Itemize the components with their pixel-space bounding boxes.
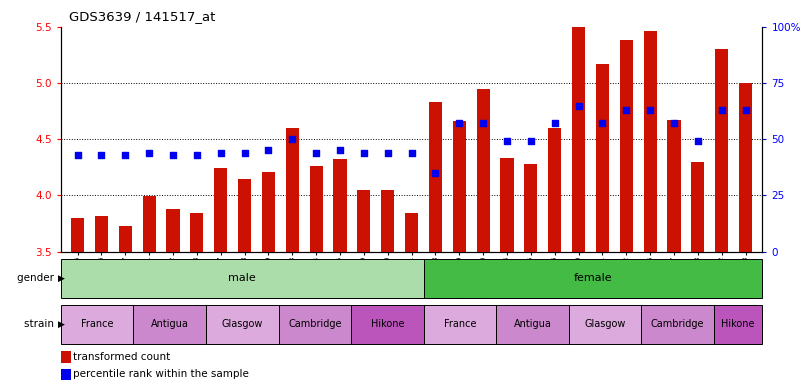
Bar: [429, 102, 442, 252]
Text: percentile rank within the sample: percentile rank within the sample: [73, 369, 249, 379]
Bar: [61, 259, 423, 298]
Text: transformed count: transformed count: [73, 352, 170, 362]
Text: Hikone: Hikone: [371, 319, 404, 329]
Bar: [496, 305, 569, 344]
Point: [667, 121, 680, 127]
Bar: [642, 305, 714, 344]
Bar: [358, 190, 371, 252]
Bar: [214, 169, 227, 252]
Bar: [285, 128, 298, 252]
Bar: [596, 64, 609, 252]
Point: [692, 138, 705, 144]
Point: [333, 147, 346, 154]
Text: gender: gender: [16, 273, 57, 283]
Bar: [453, 121, 466, 252]
Text: ▶: ▶: [58, 274, 65, 283]
Point: [214, 150, 227, 156]
Point: [596, 121, 609, 127]
Point: [95, 152, 108, 158]
Point: [71, 152, 84, 158]
Bar: [278, 305, 351, 344]
Bar: [191, 214, 204, 252]
Bar: [477, 89, 490, 252]
Text: Hikone: Hikone: [722, 319, 755, 329]
Point: [238, 150, 251, 156]
Bar: [714, 305, 762, 344]
Text: Cambridge: Cambridge: [651, 319, 705, 329]
Bar: [118, 226, 132, 252]
Bar: [569, 305, 642, 344]
Bar: [405, 214, 418, 252]
Bar: [644, 31, 657, 252]
Text: strain: strain: [24, 319, 57, 329]
Point: [310, 150, 323, 156]
Text: ▶: ▶: [58, 320, 65, 329]
Point: [429, 170, 442, 176]
Bar: [423, 259, 762, 298]
Point: [262, 147, 275, 154]
Point: [620, 107, 633, 113]
Text: Glasgow: Glasgow: [221, 319, 263, 329]
Point: [358, 150, 371, 156]
Bar: [262, 172, 275, 252]
Bar: [143, 197, 156, 252]
Bar: [525, 164, 538, 252]
Bar: [61, 305, 133, 344]
Bar: [351, 305, 423, 344]
Bar: [133, 305, 206, 344]
Point: [572, 103, 585, 109]
Point: [477, 121, 490, 127]
Bar: [238, 179, 251, 252]
Point: [143, 150, 156, 156]
Bar: [71, 218, 84, 252]
Point: [739, 107, 752, 113]
Point: [118, 152, 131, 158]
Bar: [500, 158, 513, 252]
Point: [381, 150, 394, 156]
Bar: [423, 305, 496, 344]
Point: [166, 152, 179, 158]
Bar: [572, 27, 586, 252]
Text: Antigua: Antigua: [151, 319, 189, 329]
Bar: [715, 50, 728, 252]
Bar: [310, 166, 323, 252]
Bar: [166, 209, 179, 252]
Point: [644, 107, 657, 113]
Bar: [95, 215, 108, 252]
Text: Glasgow: Glasgow: [585, 319, 626, 329]
Bar: [333, 159, 346, 252]
Bar: [381, 190, 394, 252]
Point: [405, 150, 418, 156]
Point: [453, 121, 466, 127]
Bar: [739, 83, 752, 252]
Bar: [667, 120, 680, 252]
Bar: [620, 40, 633, 252]
Text: France: France: [81, 319, 114, 329]
Text: male: male: [229, 273, 256, 283]
Point: [191, 152, 204, 158]
Bar: [206, 305, 278, 344]
Point: [500, 138, 513, 144]
Bar: [691, 162, 705, 252]
Text: Cambridge: Cambridge: [288, 319, 341, 329]
Point: [548, 121, 561, 127]
Point: [525, 138, 538, 144]
Point: [285, 136, 298, 142]
Text: Antigua: Antigua: [513, 319, 551, 329]
Text: France: France: [444, 319, 476, 329]
Bar: [548, 128, 561, 252]
Text: GDS3639 / 141517_at: GDS3639 / 141517_at: [69, 10, 215, 23]
Text: female: female: [573, 273, 612, 283]
Point: [715, 107, 728, 113]
